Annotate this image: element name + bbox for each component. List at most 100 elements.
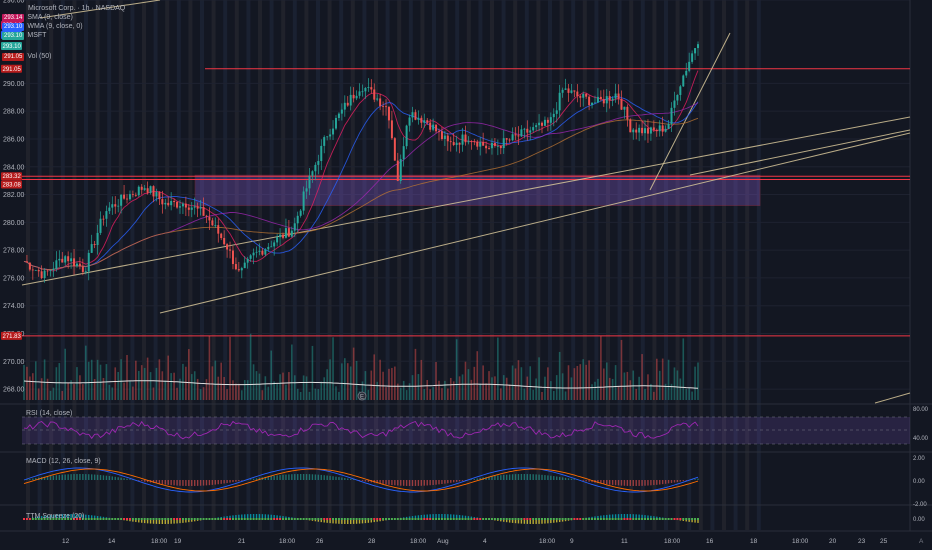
session-stripe [536, 0, 541, 530]
session-stripe [37, 0, 42, 530]
ttm-squeeze-dot [346, 518, 349, 520]
candle-body [546, 119, 549, 123]
candle-body [158, 191, 161, 200]
volume-bar [388, 368, 390, 400]
ttm-squeeze-dot [102, 518, 105, 520]
candle-body [517, 135, 520, 137]
ttm-histogram-bar [164, 519, 166, 524]
volume-bar [641, 354, 643, 400]
volume-bar [558, 351, 561, 400]
ttm-histogram-bar [614, 514, 617, 519]
ttm-histogram-bar [355, 519, 358, 524]
chart-legend: Microsoft Corp. · 1h · NASDAQ 293.14 SMA … [2, 4, 125, 61]
volume-bar [255, 371, 258, 400]
ttm-squeeze-dot [541, 518, 544, 520]
candle-body [423, 120, 426, 123]
volume-bar [243, 380, 246, 400]
candle-body [652, 127, 655, 130]
candle-body [190, 207, 193, 210]
ttm-histogram-bar [603, 515, 605, 519]
ttm-squeeze-dot [64, 518, 67, 520]
macd-histogram-bar [529, 474, 531, 480]
volume-bar [240, 390, 243, 400]
price-axis-tick: 278.00 [3, 248, 25, 255]
session-stripe [95, 0, 100, 530]
ttm-histogram-bar [349, 519, 352, 524]
ttm-squeeze-dot [396, 518, 399, 520]
session-stripe [339, 0, 344, 530]
volume-bar [517, 360, 520, 400]
volume-bar [600, 336, 602, 400]
wma-label: WMA (9, close, 0) [27, 23, 83, 30]
macd-histogram-bar [332, 476, 334, 480]
macd-histogram-bar [400, 480, 402, 486]
macd-histogram-bar [35, 478, 37, 480]
volume-bar [155, 367, 158, 400]
macd-histogram-bar [326, 475, 328, 480]
macd-histogram-bar [238, 480, 240, 482]
candle-body [37, 269, 40, 272]
rsi-label: RSI (14, close) [26, 410, 73, 417]
macd-histogram-bar [220, 480, 222, 484]
ttm-squeeze-dot [511, 518, 514, 520]
ttm-squeeze-dot [323, 518, 326, 520]
macd-histogram-bar [432, 480, 434, 485]
volume-bar [261, 390, 264, 400]
session-stripe [130, 0, 135, 530]
trend-line [874, 392, 911, 404]
ttm-histogram-bar [461, 515, 464, 519]
candle-body [585, 93, 588, 97]
ttm-squeeze-dot [376, 518, 379, 520]
ttm-squeeze-dot [461, 518, 464, 520]
ttm-histogram-bar [423, 514, 425, 519]
volume-bar [529, 366, 532, 400]
candle-body [485, 145, 488, 149]
ttm-histogram-bar [135, 519, 137, 523]
macd-histogram-bar [211, 480, 214, 485]
volume-bar [532, 389, 534, 400]
ttm-squeeze-dot [87, 518, 90, 520]
macd-histogram-bar [408, 480, 411, 486]
candle-body [170, 201, 173, 206]
volume-bar [361, 381, 364, 400]
ttm-squeeze-dot [75, 518, 78, 520]
candle-body [117, 205, 120, 207]
session-stripe [513, 0, 518, 530]
ttm-histogram-bar [558, 519, 561, 523]
ttm-histogram-bar [600, 515, 602, 519]
candle-body [152, 186, 155, 197]
macd-histogram-bar [561, 477, 564, 480]
volume-bar [188, 349, 190, 400]
macd-histogram-bar [188, 480, 190, 486]
ttm-squeeze-dot [555, 518, 558, 520]
ttm-histogram-bar [138, 519, 140, 523]
candle-body [81, 266, 84, 272]
candle-body [258, 250, 261, 252]
macd-histogram-bar [323, 475, 325, 480]
macd-histogram-bar [249, 479, 252, 480]
macd-histogram-bar [653, 480, 655, 486]
candle-body [561, 89, 564, 93]
macd-histogram-bar [297, 474, 299, 480]
macd-histogram-bar [223, 480, 225, 484]
volume-bar [405, 390, 408, 400]
macd-histogram-bar [626, 480, 629, 486]
ttm-squeeze-dot [308, 518, 311, 520]
ttm-squeeze-dot [31, 518, 34, 520]
volume-bar [90, 359, 93, 400]
ttm-squeeze-dot [208, 518, 211, 520]
ttm-histogram-bar [43, 515, 46, 519]
candle-body [261, 250, 264, 255]
session-stripe [548, 0, 552, 530]
trend-line [159, 132, 911, 314]
ttm-squeeze-dot [223, 518, 226, 520]
volume-bar [449, 377, 452, 400]
trend-line [39, 0, 161, 19]
volume-bar [199, 389, 202, 400]
macd-histogram-bar [270, 476, 272, 480]
ttm-squeeze-dot [305, 518, 308, 520]
macd-signal-line [23, 468, 699, 492]
volume-bar [205, 379, 208, 400]
macd-histogram-bar [458, 480, 461, 482]
